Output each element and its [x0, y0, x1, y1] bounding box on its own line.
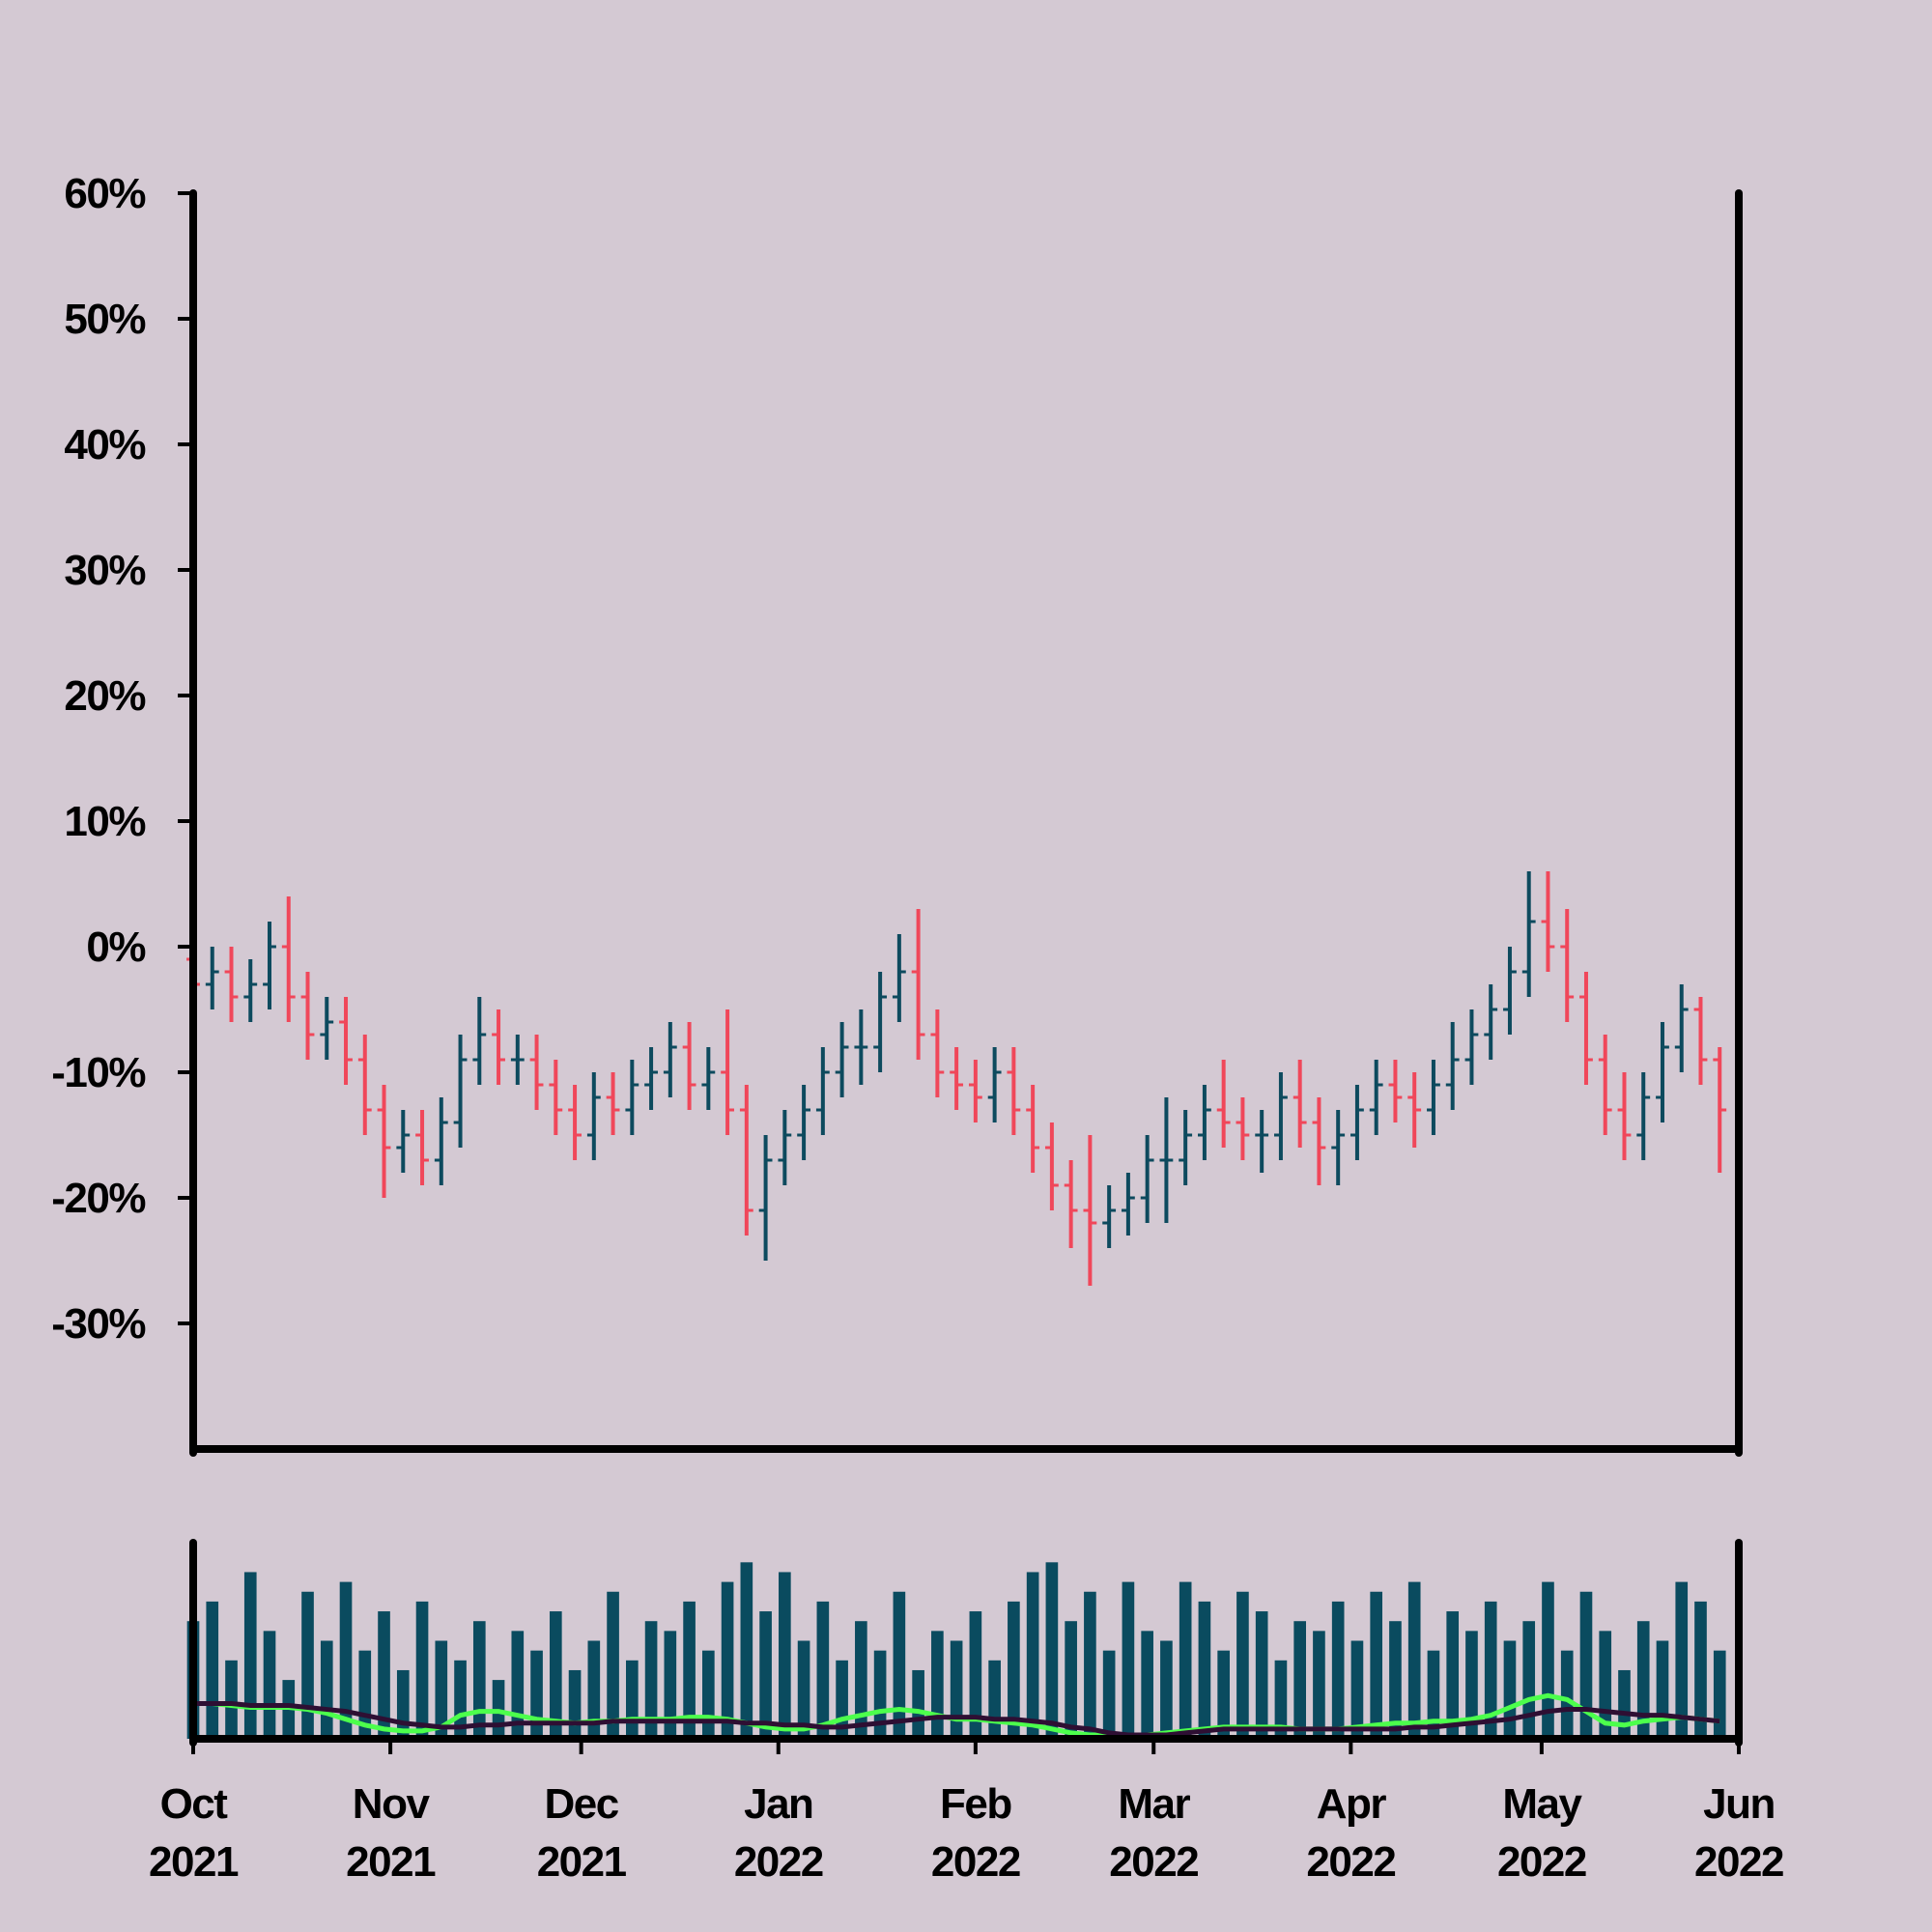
volume-bar: [339, 1581, 353, 1739]
volume-bar: [435, 1640, 448, 1739]
volume-bar: [931, 1631, 944, 1739]
volume-bar: [683, 1601, 696, 1739]
volume-bar: [1636, 1621, 1650, 1739]
volume-bar: [1407, 1581, 1421, 1739]
volume-bar: [1389, 1621, 1402, 1739]
volume-bar: [587, 1640, 601, 1739]
volume-bar: [1522, 1621, 1536, 1739]
y-tick-label: 50%: [64, 296, 145, 343]
y-tick-label: 0%: [86, 923, 145, 971]
x-tick-label: Nov 2021: [346, 1780, 436, 1886]
volume-bar: [1198, 1601, 1211, 1739]
volume-bar: [511, 1631, 525, 1739]
volume-bar: [301, 1591, 314, 1739]
y-tick-label: 60%: [64, 170, 145, 217]
volume-bar: [1446, 1611, 1460, 1739]
volume-bar: [1065, 1621, 1077, 1739]
volume-bar: [626, 1660, 639, 1739]
y-tick-label: 20%: [64, 672, 145, 720]
volume-bar: [664, 1631, 677, 1739]
volume-bar: [206, 1601, 219, 1739]
x-tick-label: May 2022: [1497, 1780, 1586, 1886]
volume-bar: [225, 1660, 238, 1739]
volume-bar: [1179, 1581, 1192, 1739]
volume-bar: [759, 1611, 772, 1739]
y-tick-label: -30%: [51, 1300, 145, 1348]
volume-bar: [893, 1591, 906, 1739]
volume-bar: [1675, 1581, 1689, 1739]
x-tick-label: Mar 2022: [1109, 1780, 1198, 1886]
y-tick-label: 40%: [64, 421, 145, 469]
volume-bar: [415, 1601, 429, 1739]
volume-bar: [1102, 1650, 1116, 1739]
volume-bar: [1484, 1601, 1497, 1739]
volume-bar: [855, 1621, 867, 1739]
x-tick-label: Dec 2021: [537, 1780, 627, 1886]
volume-bar: [1331, 1601, 1345, 1739]
x-tick-label: Apr 2022: [1306, 1780, 1395, 1886]
volume-bar: [568, 1669, 582, 1739]
volume-bar: [1293, 1621, 1306, 1739]
volume-bar: [1122, 1581, 1135, 1739]
volume-bar: [1084, 1591, 1096, 1739]
x-tick-label: Feb 2022: [931, 1780, 1020, 1886]
volume-bar: [702, 1650, 715, 1739]
volume-bar: [1008, 1601, 1020, 1739]
y-tick-label: 10%: [64, 798, 145, 845]
x-tick-label: Oct 2021: [149, 1780, 239, 1886]
volume-bar: [1618, 1669, 1631, 1739]
x-tick-label: Jan 2022: [734, 1780, 823, 1886]
volume-bar: [263, 1631, 276, 1739]
volume-bar: [607, 1591, 619, 1739]
volume-bar: [912, 1669, 924, 1739]
volume-bar: [1370, 1591, 1383, 1739]
volume-bar: [797, 1640, 810, 1739]
x-tick-label: Jun 2022: [1694, 1780, 1783, 1886]
volume-bar: [721, 1581, 734, 1739]
y-tick-label: 30%: [64, 547, 145, 594]
volume-bar: [644, 1621, 658, 1739]
volume-bar: [988, 1660, 1001, 1739]
volume-bar: [1713, 1650, 1726, 1739]
volume-bar: [1579, 1591, 1593, 1739]
volume-bar: [779, 1572, 791, 1739]
volume-bar: [1045, 1562, 1059, 1739]
volume-bar: [1217, 1650, 1230, 1739]
volume-bar: [1694, 1601, 1707, 1739]
volume-bar: [1427, 1650, 1440, 1739]
y-tick-label: -20%: [51, 1175, 145, 1222]
volume-bar: [1503, 1640, 1517, 1739]
volume-bar: [530, 1650, 543, 1739]
volume-bar: [378, 1611, 390, 1739]
y-tick-label: -10%: [51, 1049, 145, 1096]
volume-bar: [1350, 1640, 1364, 1739]
volume-bar: [1656, 1640, 1669, 1739]
volume-bar: [1542, 1581, 1554, 1739]
volume-bar: [816, 1601, 830, 1739]
volume-bar: [873, 1650, 887, 1739]
volume-bar: [1141, 1631, 1153, 1739]
volume-bar: [1160, 1640, 1173, 1739]
volume-bar: [1026, 1572, 1039, 1739]
volume-bar: [740, 1562, 753, 1739]
volume-bar: [549, 1611, 562, 1739]
volume-bar: [1560, 1650, 1574, 1739]
volume-bar: [1274, 1660, 1288, 1739]
volume-bar: [472, 1621, 486, 1739]
volume-bar: [320, 1640, 333, 1739]
volume-bar: [969, 1611, 982, 1739]
volume-bar: [1465, 1631, 1478, 1739]
volume-bar: [243, 1572, 257, 1739]
volume-bar: [1236, 1591, 1249, 1739]
volume-bar: [950, 1640, 963, 1739]
volume-bar: [1313, 1631, 1325, 1739]
volume-bar: [1255, 1611, 1268, 1739]
volume-average-line: [193, 1700, 1720, 1738]
